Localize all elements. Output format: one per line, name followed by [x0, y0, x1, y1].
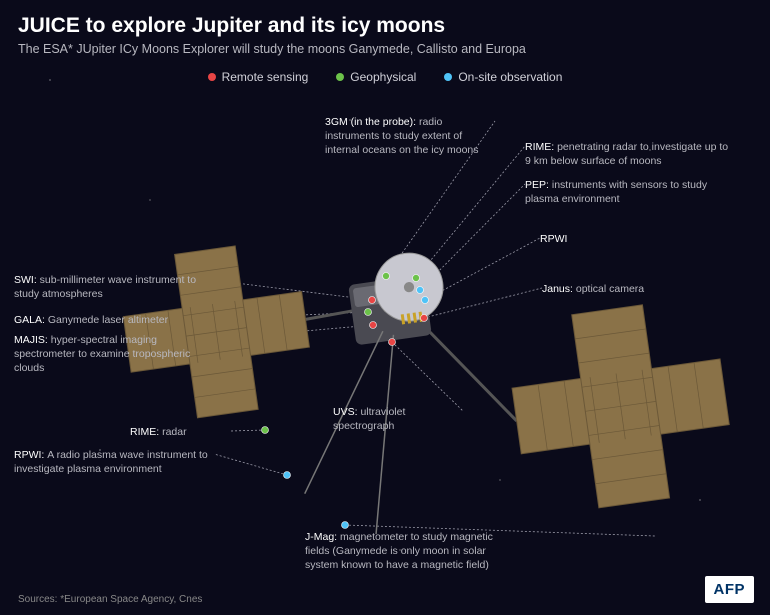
instrument-janus: Janus: optical camera	[542, 282, 682, 296]
instrument-label: J-Mag:	[305, 531, 340, 543]
instrument-label: GALA:	[14, 314, 48, 326]
instrument-label: RIME:	[525, 141, 557, 153]
instrument-label: RPWI	[540, 233, 567, 245]
instrument-label: UVS:	[333, 406, 360, 418]
instrument-3gm: 3GM (in the probe): radio instruments to…	[325, 115, 495, 158]
instrument-gala: GALA: Ganymede laser altimeter	[14, 313, 214, 327]
instrument-label: SWI:	[14, 274, 40, 286]
instrument-desc: sub-millimeter wave instrument to study …	[14, 274, 196, 300]
instrument-label: 3GM (in the probe):	[325, 116, 419, 128]
sources-text: Sources: *European Space Agency, Cnes	[18, 594, 202, 605]
instrument-desc: Ganymede laser altimeter	[48, 314, 168, 326]
instrument-rpwi-bot: RPWI: A radio plasma wave instrument to …	[14, 448, 214, 476]
afp-logo: AFP	[705, 576, 755, 603]
instrument-uvs: UVS: ultraviolet spectrograph	[333, 405, 463, 433]
instrument-rpwi-top: RPWI	[540, 232, 620, 246]
instrument-label: PEP:	[525, 179, 552, 191]
instrument-desc: radar	[162, 426, 187, 438]
instrument-desc: optical camera	[576, 283, 644, 295]
instrument-label: Janus:	[542, 283, 576, 295]
instrument-rime-top: RIME: penetrating radar to investigate u…	[525, 140, 735, 168]
instrument-pep: PEP: instruments with sensors to study p…	[525, 178, 735, 206]
instrument-label: MAJIS:	[14, 334, 51, 346]
instrument-jmag: J-Mag: magnetometer to study magnetic fi…	[305, 530, 515, 573]
instrument-majis: MAJIS: hyper-spectral imaging spectromet…	[14, 333, 214, 376]
instrument-label: RIME:	[130, 426, 162, 438]
instrument-label: RPWI:	[14, 449, 47, 461]
instrument-swi: SWI: sub-millimeter wave instrument to s…	[14, 273, 204, 301]
instrument-desc: instruments with sensors to study plasma…	[525, 179, 707, 205]
spacecraft-diagram	[0, 0, 770, 615]
instrument-rime-bot: RIME: radar	[130, 425, 230, 439]
